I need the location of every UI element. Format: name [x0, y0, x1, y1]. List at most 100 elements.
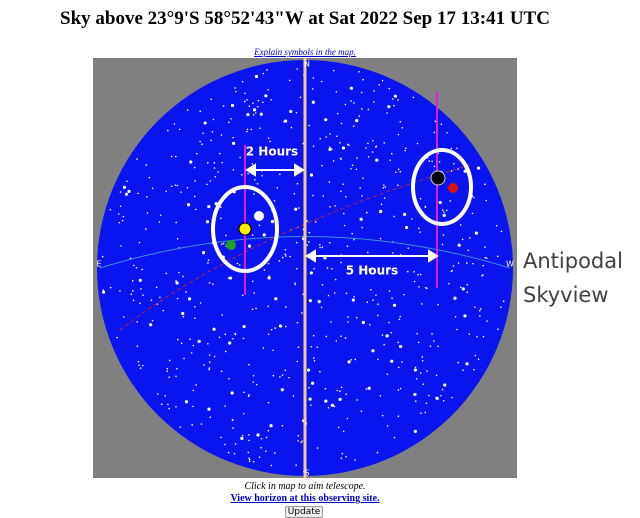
star: [175, 221, 177, 224]
explain-link[interactable]: Explain symbols in the map.: [254, 47, 356, 57]
star: [323, 256, 327, 260]
star: [393, 104, 395, 107]
star: [413, 393, 415, 396]
star: [168, 407, 170, 410]
star: [253, 292, 255, 294]
star: [176, 238, 179, 240]
star: [362, 78, 364, 81]
star: [310, 345, 313, 348]
star: [248, 105, 251, 108]
star: [456, 147, 458, 150]
star: [350, 100, 352, 102]
star: [213, 162, 216, 164]
star: [461, 238, 464, 241]
star: [367, 108, 370, 111]
star: [293, 192, 296, 195]
star: [460, 286, 462, 289]
star: [431, 160, 433, 163]
star: [255, 307, 257, 310]
star: [185, 291, 187, 293]
horizon-link[interactable]: View horizon at this observing site.: [230, 493, 380, 504]
star: [175, 281, 179, 285]
star: [401, 126, 404, 129]
star: [218, 152, 221, 155]
star: [151, 319, 154, 322]
star: [378, 268, 381, 270]
star: [404, 225, 409, 230]
star: [135, 266, 138, 269]
star: [376, 451, 379, 454]
star: [276, 186, 279, 189]
star: [365, 388, 368, 390]
star: [256, 105, 259, 108]
star: [368, 268, 372, 272]
star: [381, 334, 384, 336]
star: [313, 359, 316, 362]
star: [311, 100, 315, 104]
star: [120, 245, 122, 247]
star: [484, 183, 486, 186]
star: [377, 303, 379, 305]
star: [119, 290, 121, 292]
star: [340, 335, 342, 338]
star: [429, 345, 432, 347]
star: [339, 390, 341, 393]
sky-map[interactable]: 2 Hours 5 Hours N S E W Antipodal Skyvie…: [0, 0, 640, 480]
star: [289, 255, 291, 258]
star: [175, 155, 177, 158]
star: [122, 185, 127, 189]
star: [255, 383, 258, 386]
star: [404, 147, 407, 150]
star: [293, 282, 296, 284]
star: [283, 119, 288, 123]
star: [247, 172, 249, 175]
star: [340, 386, 343, 389]
star: [199, 302, 202, 304]
star: [345, 292, 348, 295]
star: [148, 176, 151, 179]
star: [496, 255, 499, 258]
star: [379, 395, 382, 397]
star: [308, 241, 310, 243]
star: [365, 147, 367, 149]
star: [236, 262, 239, 265]
star: [425, 402, 428, 405]
star: [419, 231, 421, 233]
star: [232, 338, 234, 340]
star: [356, 157, 358, 159]
star: [259, 112, 263, 116]
star: [284, 369, 287, 372]
star: [388, 321, 390, 324]
star: [454, 316, 457, 318]
star: [187, 297, 192, 301]
star: [421, 356, 424, 358]
star: [146, 212, 149, 214]
star: [207, 343, 209, 345]
star: [136, 158, 138, 160]
star: [199, 140, 201, 143]
star: [397, 341, 399, 344]
star: [207, 407, 211, 411]
star: [457, 361, 460, 364]
star: [309, 173, 314, 177]
star: [375, 145, 378, 148]
star: [274, 327, 276, 329]
star: [319, 370, 321, 373]
star: [270, 464, 273, 467]
star: [312, 194, 314, 197]
star: [420, 412, 422, 414]
star: [228, 341, 232, 345]
star: [420, 303, 423, 305]
planet: [448, 183, 458, 193]
star: [324, 387, 327, 390]
star: [203, 364, 205, 366]
star: [246, 98, 248, 101]
arrow-head: [305, 249, 316, 263]
update-button[interactable]: Update: [285, 506, 323, 518]
star: [228, 276, 233, 280]
star: [463, 314, 467, 318]
star: [203, 121, 207, 125]
star: [371, 349, 375, 353]
star: [312, 334, 315, 337]
